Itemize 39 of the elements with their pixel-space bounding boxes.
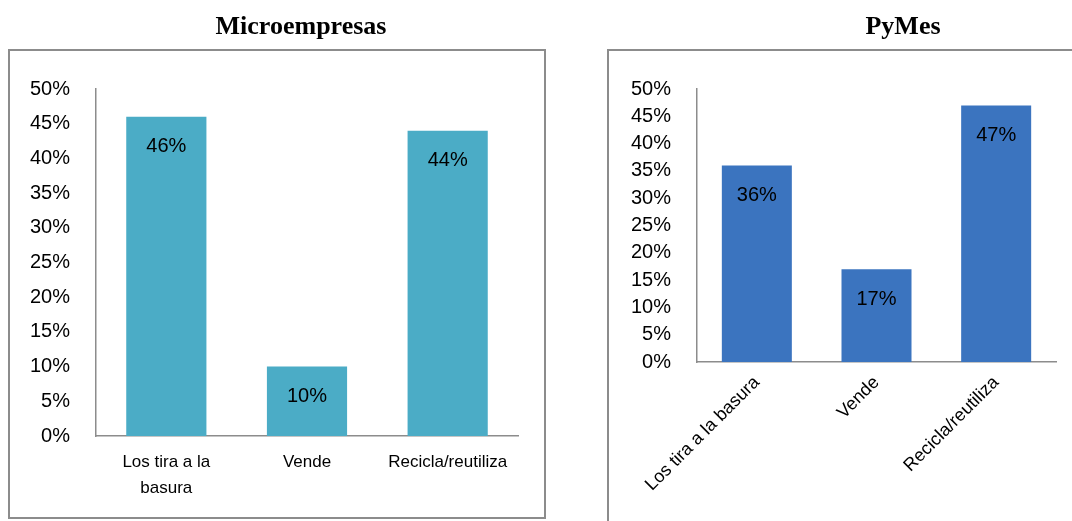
data-label: 44% xyxy=(427,148,468,171)
y-tick-label: 45% xyxy=(630,103,672,126)
y-tick-label: 5% xyxy=(642,322,672,345)
x-tick-label: Los tira a la basura xyxy=(122,452,211,497)
y-tick-label: 50% xyxy=(29,76,71,99)
x-tick-label: Recicla/reutiliza xyxy=(388,452,508,472)
y-tick-label: 35% xyxy=(29,180,71,203)
y-tick-label: 40% xyxy=(29,145,71,168)
chart-title: Microempresas xyxy=(215,11,387,41)
data-label: 10% xyxy=(286,384,328,407)
bar xyxy=(407,130,488,436)
y-tick-label: 30% xyxy=(29,215,71,238)
data-label: 47% xyxy=(976,122,1017,145)
y-tick-label: 5% xyxy=(41,388,71,411)
bar xyxy=(266,366,348,436)
y-tick-label: 0% xyxy=(41,423,71,446)
y-tick-label: 15% xyxy=(630,267,672,290)
y-tick-label: 25% xyxy=(29,250,71,273)
y-tick-label: 10% xyxy=(630,294,672,317)
y-tick-label: 20% xyxy=(630,240,672,263)
data-label: 36% xyxy=(736,182,778,205)
y-tick-label: 20% xyxy=(29,284,71,307)
y-tick-label: 40% xyxy=(630,131,672,154)
bar xyxy=(721,165,792,362)
y-tick-label: 45% xyxy=(29,111,71,134)
data-label: 46% xyxy=(146,134,187,157)
y-tick-label: 10% xyxy=(29,354,71,377)
y-tick-label: 30% xyxy=(630,185,672,208)
x-tick-label: Vende xyxy=(282,452,332,472)
y-tick-label: 50% xyxy=(630,76,672,99)
bar xyxy=(841,269,912,362)
bar xyxy=(961,105,1032,362)
chart-title: PyMes xyxy=(865,11,941,41)
y-tick-label: 25% xyxy=(630,213,672,236)
bar xyxy=(126,116,207,436)
y-tick-label: 35% xyxy=(630,158,672,181)
y-tick-label: 15% xyxy=(29,319,71,342)
data-label: 17% xyxy=(856,286,897,309)
y-tick-label: 0% xyxy=(642,349,672,372)
